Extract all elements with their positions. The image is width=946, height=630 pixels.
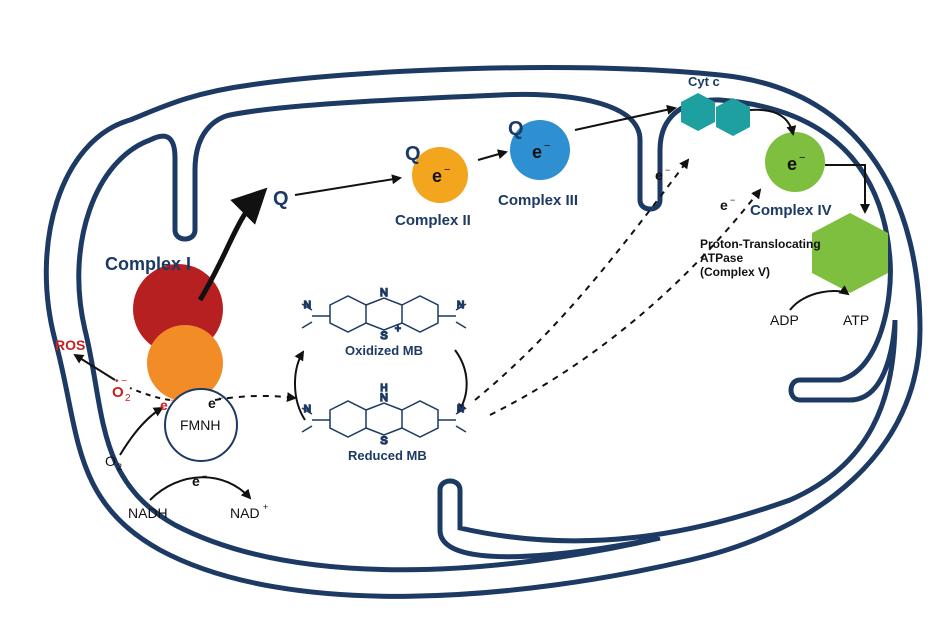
complex2-label: Complex II: [395, 212, 471, 229]
complex3-label: Complex III: [498, 192, 578, 209]
arrow-adp-atp: [790, 291, 848, 310]
svg-text:−: −: [170, 395, 175, 405]
svg-text:N: N: [380, 287, 388, 299]
svg-text:−: −: [665, 165, 670, 175]
svg-text:NAD: NAD: [230, 505, 260, 521]
cytc-label: Cyt c: [688, 74, 720, 89]
svg-text:e: e: [432, 166, 442, 186]
complex4-label: Complex IV: [750, 202, 832, 219]
atpase-hexagon: [812, 213, 888, 293]
q-label-2: Q: [405, 143, 421, 165]
svg-text:e: e: [532, 142, 542, 162]
nadh-label: NADH: [128, 505, 168, 521]
reduced-mb-structure: N H S N N: [302, 383, 466, 447]
svg-text:N: N: [304, 300, 311, 311]
svg-text:e: e: [208, 395, 216, 411]
reduced-mb-label: Reduced MB: [348, 448, 427, 463]
atp-label: ATP: [843, 312, 869, 328]
e-dashed-1: e−: [655, 165, 670, 183]
svg-text:2: 2: [117, 462, 122, 472]
svg-text:O: O: [105, 453, 116, 469]
arrow-complex3-to-cytc: [575, 108, 675, 130]
atpase-label-line2: ATPase: [700, 251, 743, 265]
svg-text:−: −: [730, 195, 735, 205]
nad-label: NAD+: [230, 502, 268, 521]
svg-text:e: e: [787, 154, 797, 174]
svg-text:−: −: [202, 471, 207, 481]
svg-text:e: e: [160, 397, 168, 413]
svg-text:−: −: [544, 140, 550, 152]
svg-text:−: −: [799, 152, 805, 164]
svg-text:−: −: [444, 164, 450, 176]
mitochondria-diagram: N S N N + N H S N N Complex I Complex II…: [0, 0, 946, 630]
svg-text:N: N: [304, 404, 311, 415]
arrow-complex1-to-q: [200, 195, 260, 300]
ros-label: ROS: [55, 337, 85, 353]
oxidized-mb-label: Oxidized MB: [345, 343, 423, 358]
svg-text:2: 2: [125, 393, 131, 404]
o2-label: O2: [105, 453, 122, 472]
svg-text:e: e: [192, 473, 200, 489]
e-dashed-2: e−: [720, 195, 735, 213]
arrow-q-to-complex2: [295, 178, 400, 195]
arrow-o2-to-e: [120, 408, 162, 455]
adp-label: ADP: [770, 312, 799, 328]
svg-text:+: +: [395, 324, 401, 335]
svg-text:S: S: [380, 435, 387, 447]
atpase-label-line1: Proton-Translocating: [700, 237, 821, 251]
q-label-1: Q: [273, 188, 289, 210]
svg-text:e: e: [655, 167, 663, 183]
fmnh-label: FMNH: [180, 417, 220, 433]
svg-text:e: e: [720, 197, 728, 213]
q-label-3: Q: [508, 118, 524, 140]
complex1-label: Complex I: [105, 254, 191, 274]
oxidized-mb-structure: N S N N +: [302, 287, 466, 342]
svg-text:H: H: [380, 383, 387, 394]
arrow-nadh-nad: [150, 477, 250, 500]
atpase-label-line3: (Complex V): [700, 265, 770, 279]
svg-text:−: −: [218, 393, 223, 403]
svg-text:S: S: [380, 330, 387, 342]
svg-text:+: +: [263, 502, 268, 512]
o2-radical-label: O 2 • −: [112, 376, 131, 404]
svg-text:• −: • −: [115, 376, 127, 387]
e-nadh-arc: e−: [192, 471, 207, 489]
arrow-mb-ox-to-red: [455, 350, 467, 412]
arrow-complex2-to-complex3: [478, 152, 506, 160]
svg-text:N: N: [457, 404, 464, 415]
svg-text:N: N: [457, 300, 464, 311]
arrow-dashed-mb-to-complex4: [490, 190, 760, 415]
